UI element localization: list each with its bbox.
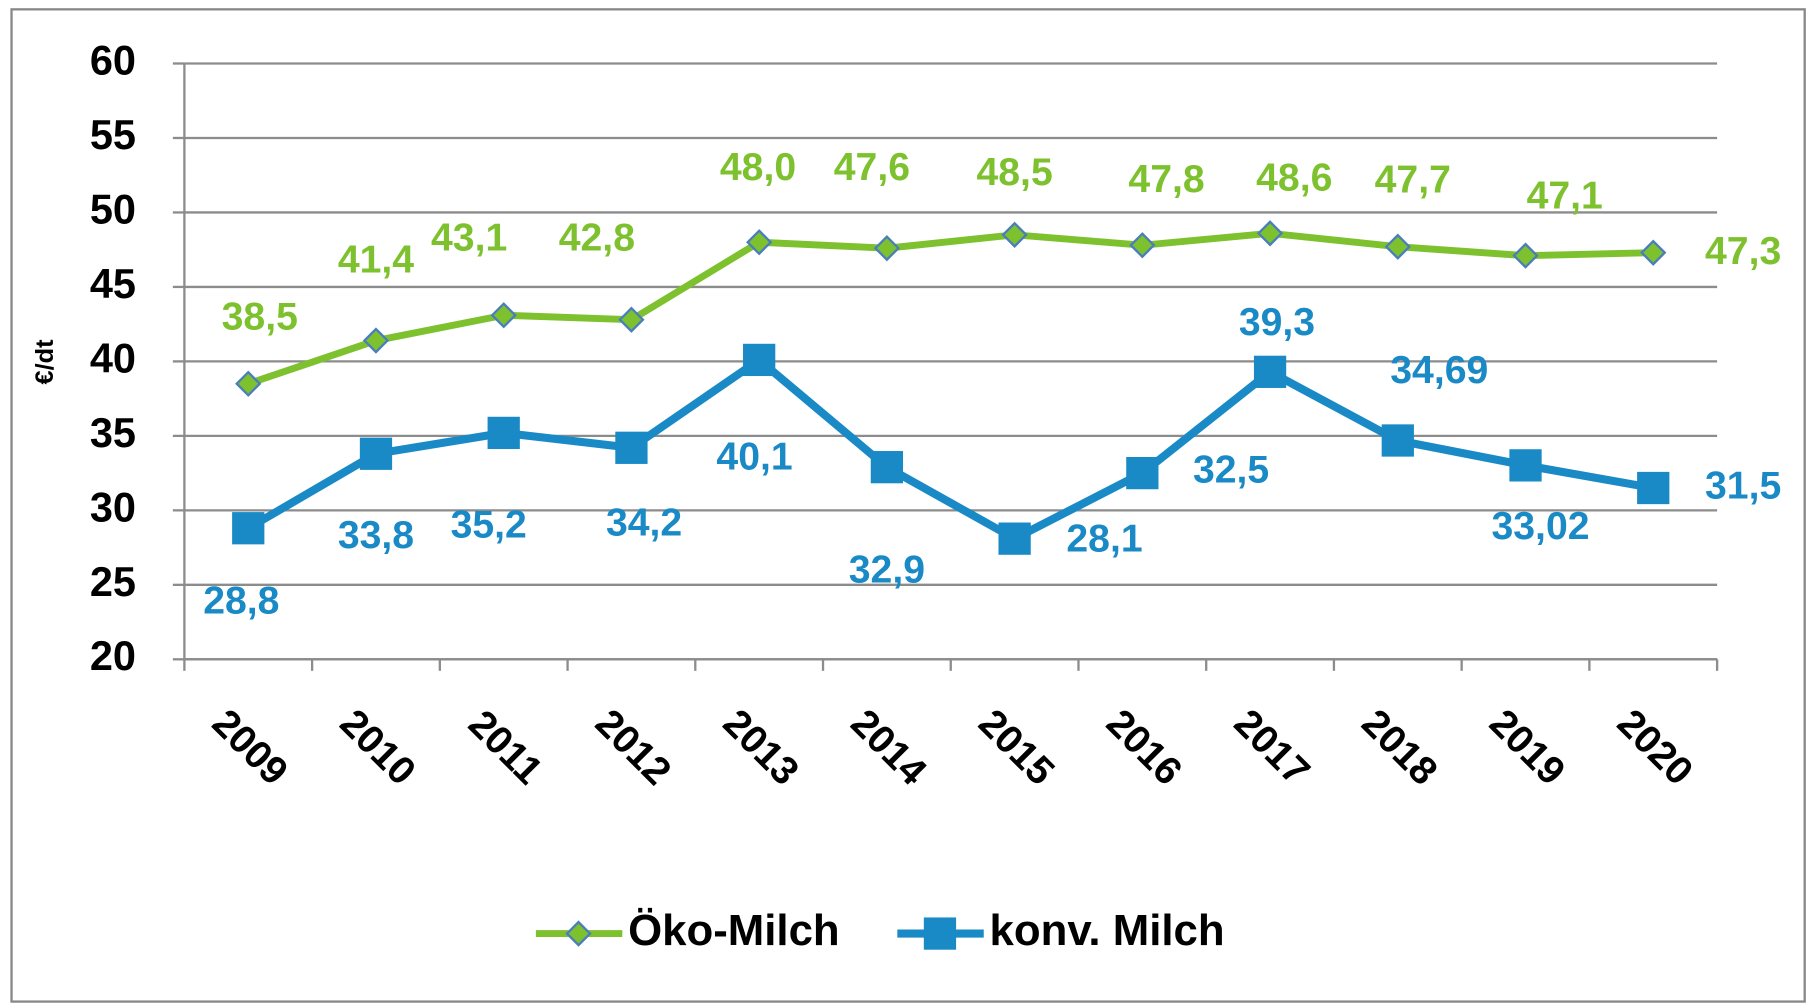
data-label: 47,3 bbox=[1705, 230, 1781, 273]
marker bbox=[1256, 220, 1284, 247]
marker bbox=[1129, 232, 1156, 259]
y-tick-label: 50 bbox=[90, 185, 136, 232]
marker bbox=[746, 229, 773, 256]
y-tick-label: 35 bbox=[90, 409, 136, 456]
data-label: 32,5 bbox=[1193, 448, 1269, 491]
data-label: 48,6 bbox=[1256, 157, 1332, 200]
marker bbox=[1512, 242, 1539, 269]
data-label: 43,1 bbox=[431, 217, 507, 260]
data-label: 40,1 bbox=[716, 435, 792, 478]
data-label: 47,1 bbox=[1527, 174, 1603, 217]
marker bbox=[232, 512, 265, 545]
marker bbox=[1637, 471, 1670, 505]
data-label: 35,2 bbox=[451, 504, 527, 547]
series-line bbox=[247, 229, 1654, 388]
y-tick-label: 25 bbox=[90, 558, 136, 605]
marker bbox=[743, 343, 776, 377]
marker bbox=[490, 302, 517, 329]
marker bbox=[1253, 355, 1287, 388]
marker bbox=[235, 370, 262, 397]
data-label: 28,1 bbox=[1066, 517, 1142, 560]
y-axis-label: €/dt bbox=[31, 339, 59, 385]
data-label: 47,7 bbox=[1375, 159, 1451, 202]
data-label: 39,3 bbox=[1239, 301, 1315, 344]
marker bbox=[1384, 233, 1411, 260]
chart-frame bbox=[10, 8, 1806, 1003]
data-label: 32,9 bbox=[849, 548, 925, 591]
data-label: 41,4 bbox=[338, 239, 414, 282]
marker bbox=[362, 327, 390, 354]
marker bbox=[998, 522, 1031, 555]
marker bbox=[615, 431, 648, 464]
data-label: 33,02 bbox=[1491, 505, 1589, 548]
data-label: 28,8 bbox=[203, 579, 279, 622]
data-label: 47,6 bbox=[834, 146, 910, 189]
legend-label: Öko-Milch bbox=[628, 906, 840, 955]
data-label: 48,5 bbox=[976, 151, 1052, 194]
data-label: 48,0 bbox=[720, 146, 796, 189]
marker bbox=[873, 235, 901, 262]
data-label: 38,5 bbox=[222, 296, 298, 339]
y-tick-label: 20 bbox=[90, 632, 136, 679]
marker bbox=[1509, 449, 1542, 482]
marker bbox=[870, 451, 904, 484]
y-tick-label: 45 bbox=[90, 260, 136, 307]
y-tick-label: 40 bbox=[90, 334, 136, 381]
data-label: 47,8 bbox=[1128, 158, 1204, 201]
data-label: 42,8 bbox=[559, 217, 635, 260]
legend-label: konv. Milch bbox=[990, 906, 1225, 955]
data-label: 31,5 bbox=[1705, 464, 1781, 507]
marker bbox=[1001, 221, 1028, 248]
legend-marker bbox=[923, 917, 957, 950]
y-tick-label: 55 bbox=[90, 111, 136, 158]
series-line bbox=[246, 355, 1654, 543]
data-label: 34,2 bbox=[606, 501, 682, 544]
y-tick-label: 60 bbox=[90, 36, 136, 83]
marker bbox=[618, 306, 645, 333]
data-label: 34,69 bbox=[1390, 349, 1488, 392]
data-label: 33,8 bbox=[338, 514, 414, 557]
marker bbox=[1381, 424, 1414, 457]
marker bbox=[1640, 239, 1667, 266]
marker bbox=[1126, 456, 1159, 490]
y-tick-label: 30 bbox=[90, 483, 136, 530]
legend-marker bbox=[565, 920, 592, 947]
marker bbox=[487, 416, 520, 450]
marker bbox=[359, 437, 393, 470]
